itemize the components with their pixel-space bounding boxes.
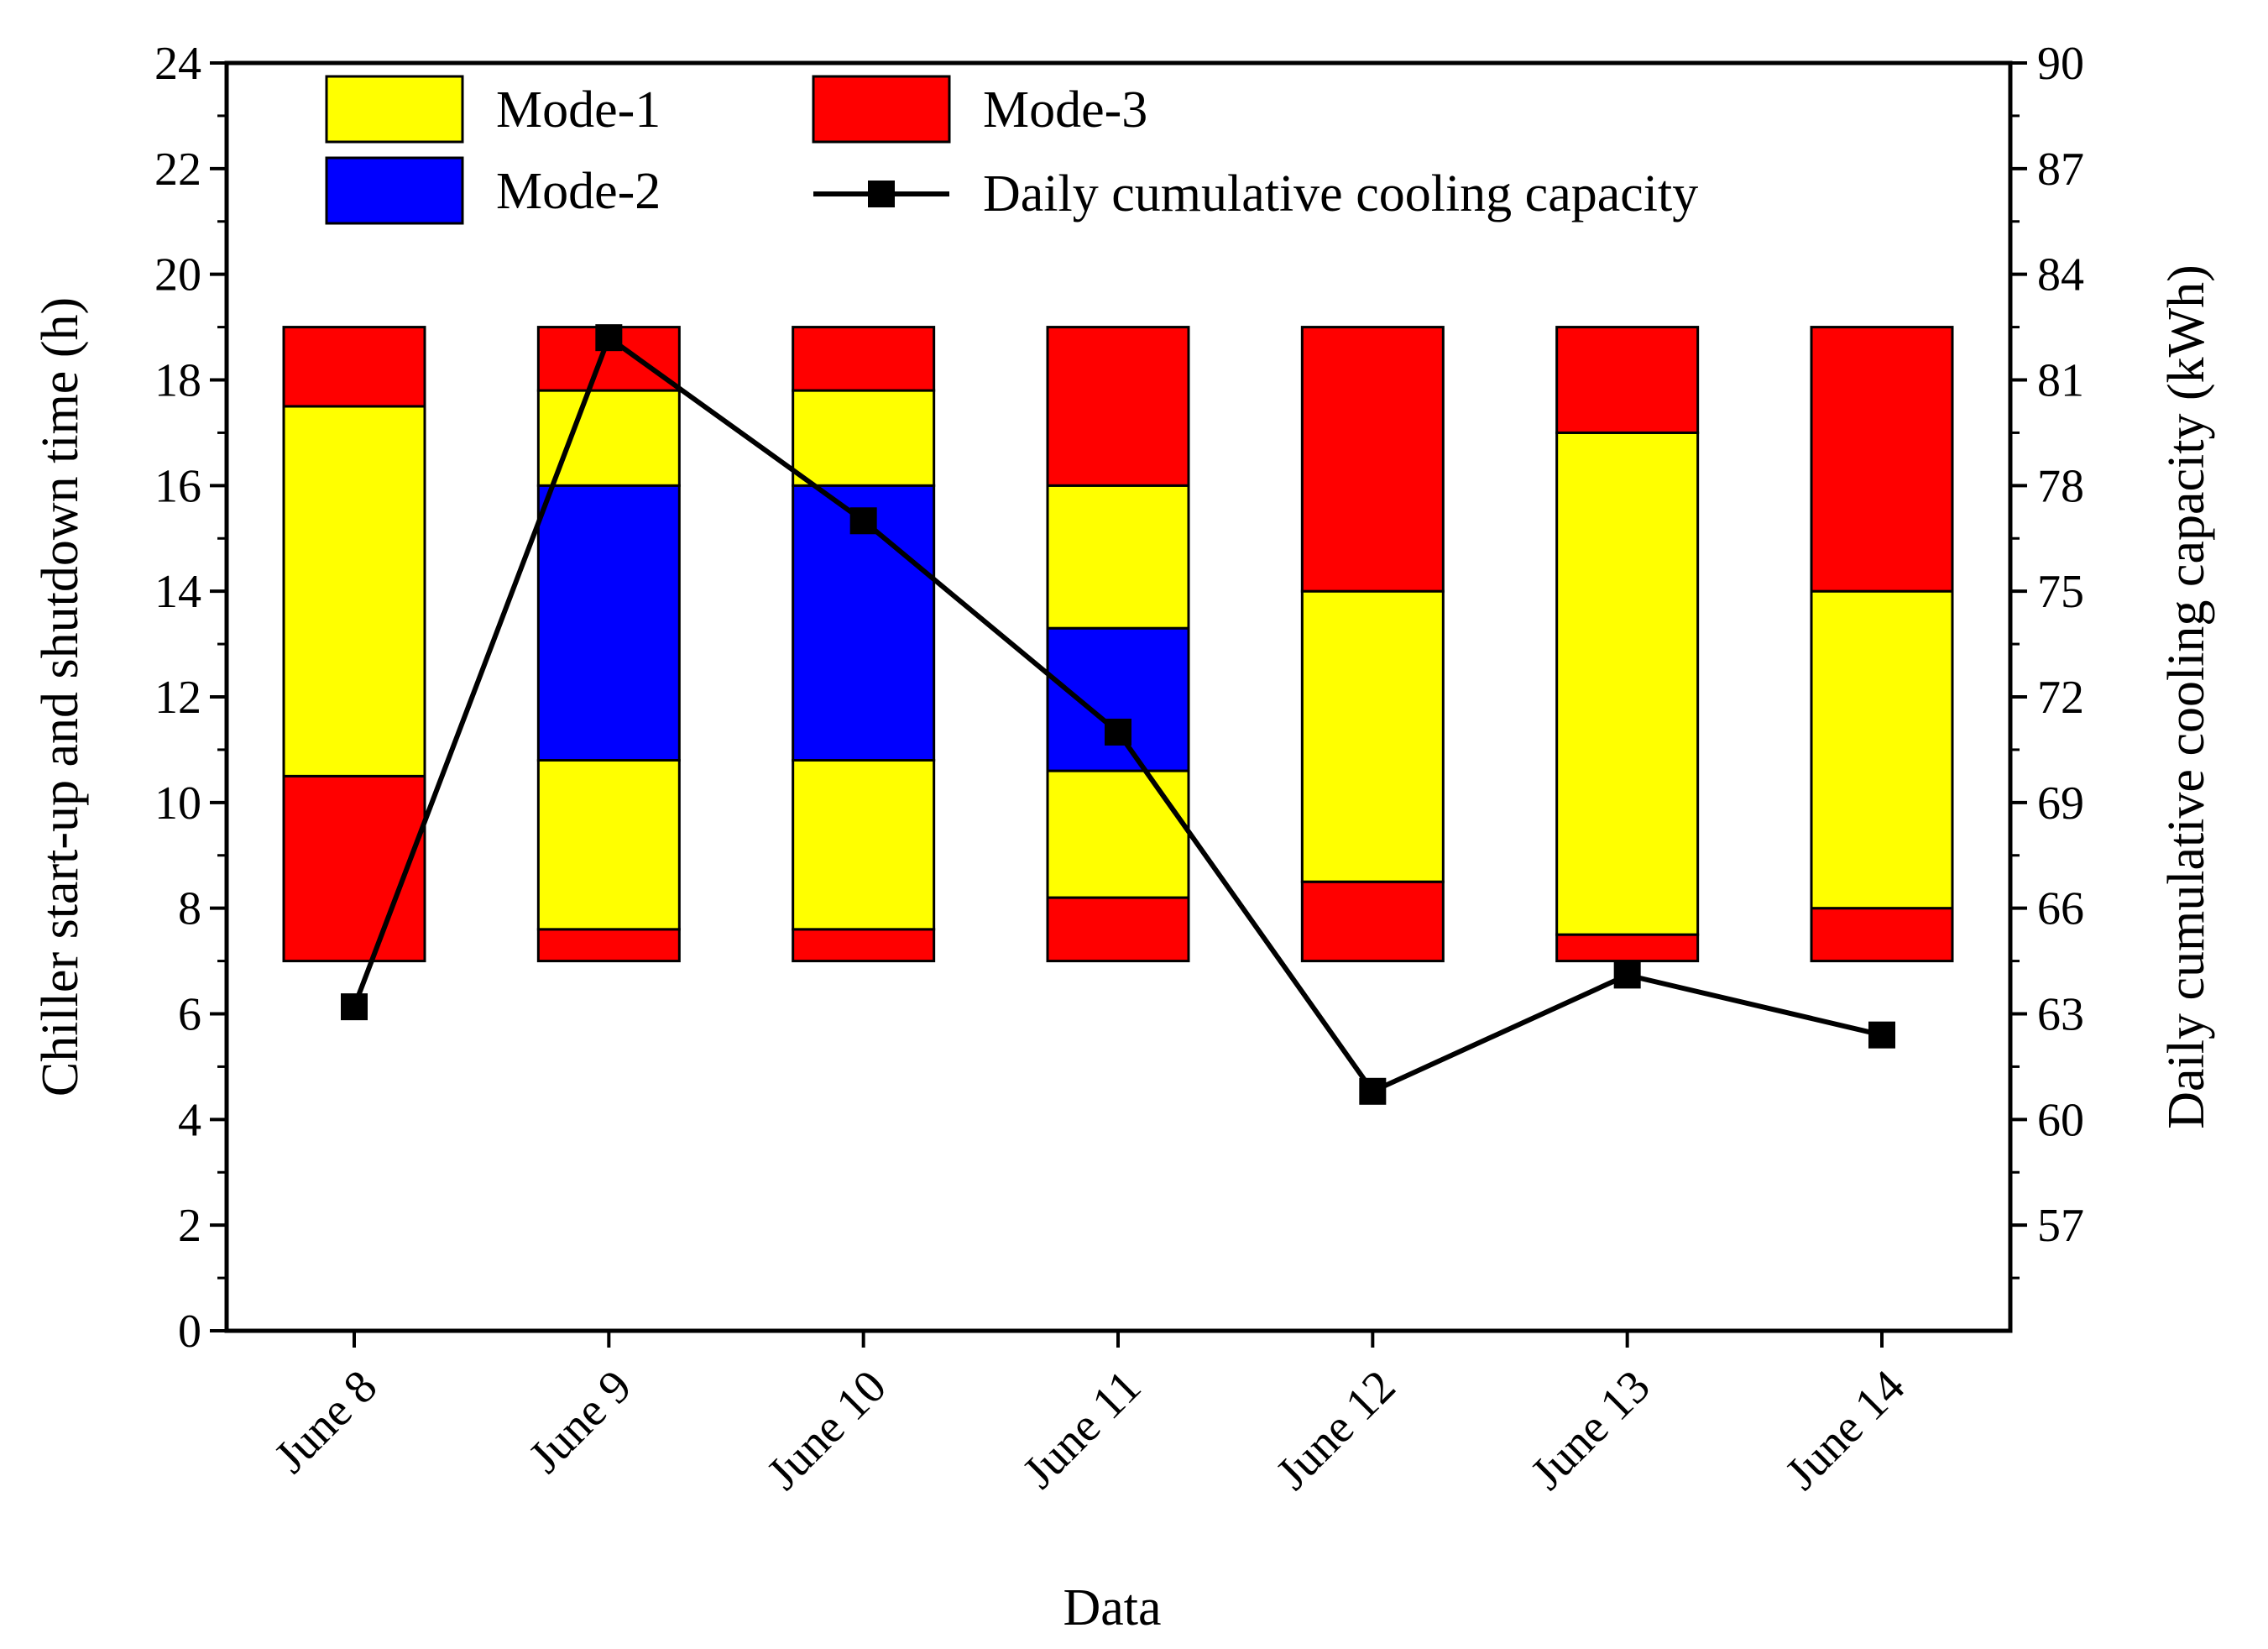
bar-segment-mode-3-4-1 — [1046, 896, 1190, 963]
bar-segment-mode-1-2-4 — [536, 389, 681, 487]
bar-segment-mode-1-6-2 — [1555, 431, 1700, 936]
bar-segment-mode-1-4-2 — [1046, 769, 1190, 899]
y-left-tick-label: 8 — [178, 883, 201, 935]
bar-segment-mode-3-4-5 — [1046, 326, 1190, 487]
bar-segment-mode-3-6-3 — [1555, 326, 1700, 434]
y-left-tick-label: 24 — [154, 38, 201, 90]
bar-segment-mode-3-7-3 — [1810, 326, 1954, 593]
y-axis-right-title: Daily cumulative cooling capacity (kWh) — [2158, 264, 2215, 1129]
x-tick-label: June 9 — [519, 1360, 641, 1483]
legend-line-marker — [868, 181, 895, 207]
y-left-tick-label: 12 — [154, 672, 201, 724]
bar-segment-mode-1-3-4 — [792, 389, 936, 487]
bar-segment-mode-1-3-2 — [792, 759, 936, 931]
bar-segment-mode-3-5-3 — [1300, 326, 1445, 593]
legend-swatch-mode-3 — [812, 75, 951, 144]
bars-layer — [282, 326, 1954, 963]
bar-segment-mode-3-3-5 — [792, 326, 936, 392]
legend-label-cooling-capacity: Daily cumulative cooling capacity — [983, 165, 1698, 222]
cooling-capacity-point-7 — [1868, 1021, 1895, 1049]
legend-swatch-mode-2 — [325, 156, 464, 225]
cooling-capacity-point-2 — [595, 324, 623, 352]
y-left-tick-label: 20 — [154, 249, 201, 301]
legend-label-mode-1: Mode-1 — [496, 81, 661, 139]
bar-segment-mode-3-3-1 — [792, 928, 936, 963]
legend-label-mode-3: Mode-3 — [983, 81, 1147, 139]
y-right-tick-label: 63 — [2037, 989, 2084, 1041]
y-left-tick-label: 4 — [178, 1094, 201, 1146]
x-axis-title: Data — [1063, 1579, 1161, 1636]
y-left-tick-label: 22 — [154, 144, 201, 196]
y-left-tick-label: 2 — [178, 1200, 201, 1252]
y-right-tick-label: 87 — [2037, 144, 2084, 196]
x-tick-label: June 10 — [757, 1360, 896, 1500]
y-right-tick-label: 78 — [2037, 460, 2084, 512]
y-right-tick-label: 84 — [2037, 249, 2084, 301]
legend: Mode-1 Mode-2 Mode-3 Daily cumulative cooli… — [325, 75, 1698, 225]
x-tick-label: June 12 — [1267, 1360, 1406, 1500]
bar-segment-mode-3-2-1 — [536, 928, 681, 963]
x-tick-label: June 8 — [264, 1360, 387, 1483]
bar-segment-mode-1-2-2 — [536, 759, 681, 931]
cooling-capacity-point-5 — [1359, 1077, 1387, 1105]
bar-segment-mode-1-1-2 — [282, 405, 426, 777]
y-left-tick-label: 18 — [154, 355, 201, 407]
bar-segment-mode-1-4-4 — [1046, 484, 1190, 630]
bar-segment-mode-2-2-3 — [536, 484, 681, 762]
y-right-tick-label: 60 — [2037, 1094, 2084, 1146]
x-tick-label: June 14 — [1775, 1360, 1915, 1500]
x-tick-label: June 11 — [1013, 1360, 1151, 1498]
cooling-capacity-point-3 — [849, 507, 877, 535]
y-right-tick-label: 72 — [2037, 672, 2084, 724]
y-left-tick-label: 10 — [154, 777, 201, 830]
cooling-capacity-point-6 — [1613, 961, 1641, 989]
y-left-tick-label: 6 — [178, 989, 201, 1041]
legend-label-mode-2: Mode-2 — [496, 163, 661, 220]
bar-segment-mode-3-6-1 — [1555, 933, 1700, 963]
y-left-tick-label: 16 — [154, 460, 201, 512]
y-left-tick-label: 14 — [154, 566, 201, 618]
y-right-tick-label: 66 — [2037, 883, 2084, 935]
y-axis-left-title: Chiller start-up and shutdown time (h) — [32, 297, 89, 1097]
y-right-tick-label: 90 — [2037, 38, 2084, 90]
y-right-tick-label: 75 — [2037, 566, 2084, 618]
bar-segment-mode-1-5-2 — [1300, 589, 1445, 883]
bar-segment-mode-3-5-1 — [1300, 880, 1445, 963]
x-tick-label: June 13 — [1521, 1360, 1660, 1500]
bar-segment-mode-3-1-1 — [282, 774, 426, 963]
legend-swatch-mode-1 — [325, 75, 464, 144]
cooling-capacity-point-1 — [341, 993, 368, 1021]
y-right-tick-label: 69 — [2037, 777, 2084, 830]
bar-segment-mode-3-1-3 — [282, 326, 426, 408]
y-left-tick-label: 0 — [178, 1306, 201, 1358]
line-layer — [341, 324, 1895, 1105]
cooling-capacity-point-4 — [1105, 718, 1131, 746]
y-right-tick-label: 57 — [2037, 1200, 2084, 1252]
bar-segment-mode-2-4-3 — [1046, 626, 1190, 772]
bar-segment-mode-3-7-1 — [1810, 907, 1954, 963]
bar-segment-mode-1-7-2 — [1810, 589, 1954, 910]
y-right-tick-label: 81 — [2037, 355, 2084, 407]
